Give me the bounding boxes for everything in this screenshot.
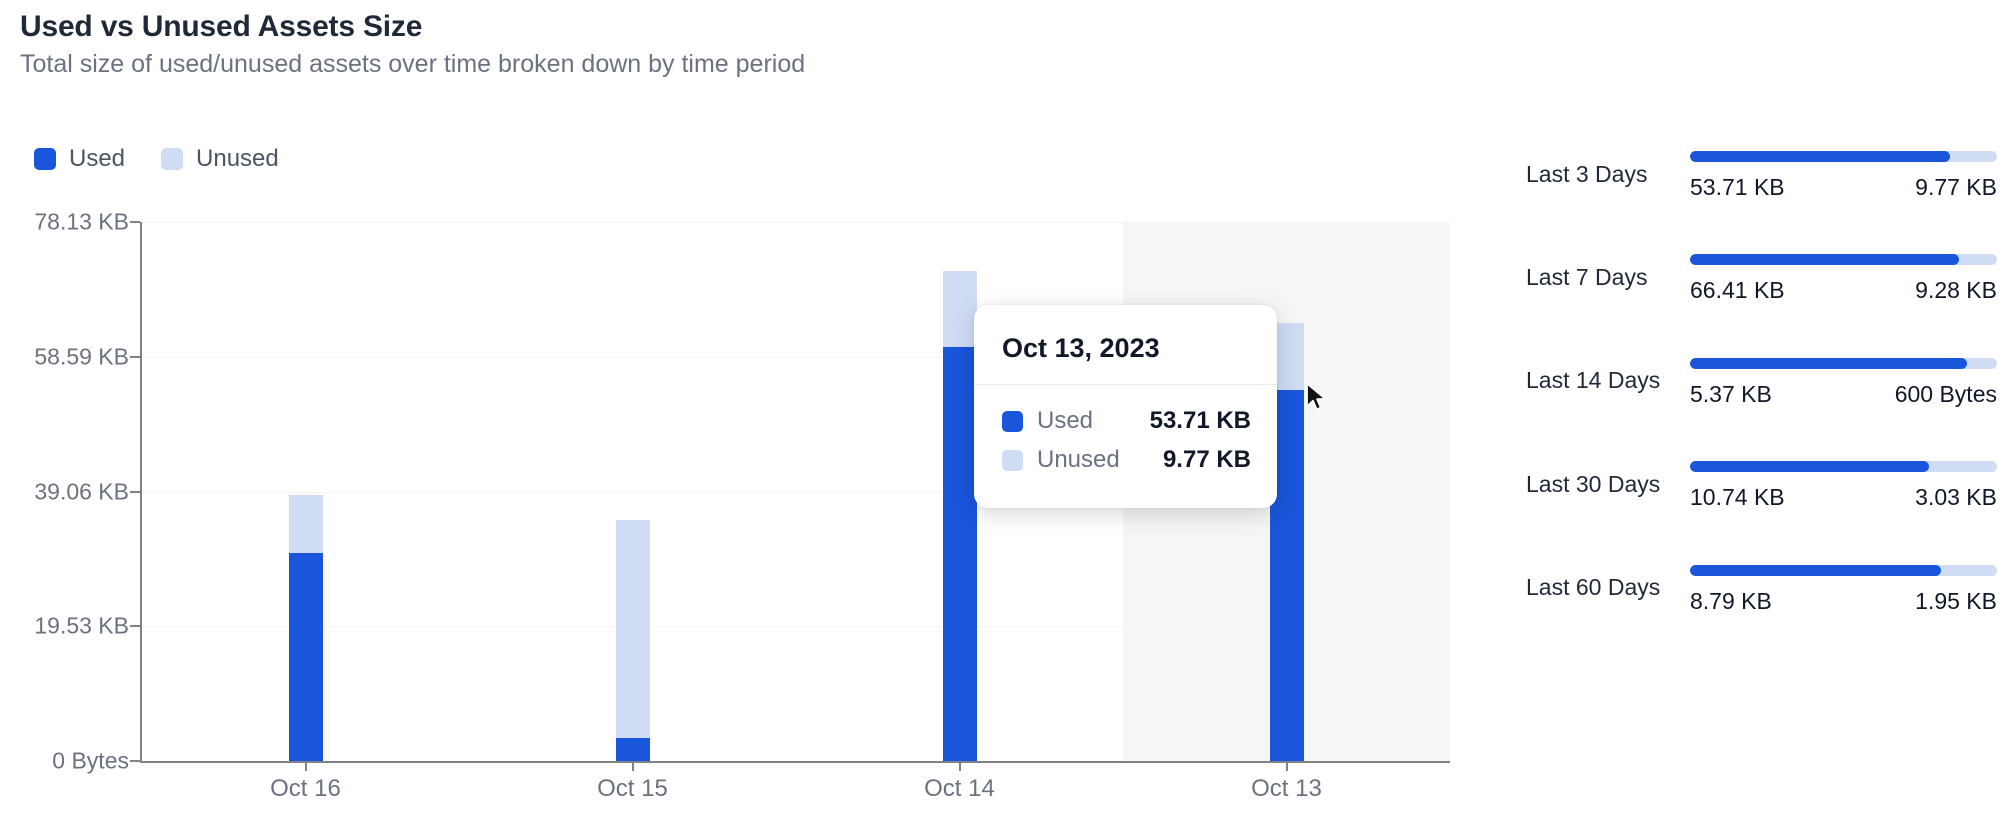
legend-swatch-unused-icon [161,148,184,170]
page-subtitle: Total size of used/unused assets over ti… [20,50,806,78]
x-axis-label: Oct 16 [270,775,341,802]
usage-ratio-bar-fill [1690,151,1950,162]
summary-values-row: 66.41 KB 9.28 KB [1690,277,1997,304]
summary-row-last-60-days: Last 60 Days 8.79 KB 1.95 KB [1526,557,1997,619]
summary-used-value: 10.74 KB [1690,484,1785,511]
legend-label: Used [69,145,126,172]
chart-tooltip: Oct 13, 2023 Used 53.71 KB Unused 9.77 KB [974,305,1277,508]
y-axis-tick [130,355,140,358]
usage-ratio-bar-track [1690,151,1997,162]
summary-period-label: Last 3 Days [1526,160,1648,187]
x-axis-label: Oct 14 [924,775,995,802]
y-axis-tick [130,221,140,223]
gridline [142,356,1450,358]
summary-values-row: 5.37 KB 600 Bytes [1690,381,1997,408]
x-axis-tick [631,761,634,771]
usage-ratio-bar-track [1690,254,1997,266]
usage-ratio-bar-fill [1690,254,1960,266]
usage-ratio-bar-track [1690,357,1997,369]
summary-unused-value: 3.03 KB [1915,484,1997,511]
tooltip-series-label: Used [1037,407,1094,434]
usage-ratio-bar-fill [1690,357,1967,369]
page-title: Used vs Unused Assets Size [20,10,423,43]
summary-unused-value: 600 Bytes [1894,380,1997,407]
usage-ratio-bar-fill [1690,461,1930,473]
summary-bar-block: 66.41 KB 9.28 KB [1690,246,1997,308]
stacked-bar-oct-14[interactable] [942,271,977,761]
tooltip-series-label: Unused [1037,446,1120,473]
summary-period-label: Last 30 Days [1526,470,1661,497]
summary-period-label: Last 7 Days [1526,263,1648,290]
usage-ratio-bar-track [1690,461,1997,473]
tooltip-series-value: 53.71 KB [1149,407,1251,434]
legend-item-used[interactable]: Used [34,145,125,173]
x-axis-label: Oct 15 [597,775,668,802]
bar-segment-unused[interactable] [942,271,977,348]
y-axis-label: 78.13 KB [34,208,129,235]
y-axis-tick [130,490,140,493]
gridline [142,491,1450,493]
summary-period-label: Last 14 Days [1526,367,1661,394]
summary-unused-value: 9.28 KB [1915,277,1997,304]
legend-item-unused[interactable]: Unused [161,145,279,173]
usage-ratio-bar-track [1690,564,1997,576]
tooltip-series-value: 9.77 KB [1162,446,1251,473]
summary-values-row: 10.74 KB 3.03 KB [1690,484,1997,511]
stacked-bar-oct-15[interactable] [615,519,650,761]
bar-segment-unused[interactable] [288,495,323,554]
bar-segment-used[interactable] [288,553,323,761]
summary-used-value: 8.79 KB [1690,587,1772,614]
chart-legend: Used Unused [34,145,279,173]
tooltip-swatch-used-icon [1002,410,1023,432]
summary-row-last-3-days: Last 3 Days 53.71 KB 9.77 KB [1526,143,1997,205]
summary-bar-block: 5.37 KB 600 Bytes [1690,350,1997,412]
bar-segment-used[interactable] [942,347,977,761]
summary-values-row: 53.71 KB 9.77 KB [1690,174,1997,201]
summary-bar-block: 10.74 KB 3.03 KB [1690,453,1997,515]
summary-used-value: 66.41 KB [1690,277,1785,304]
summary-bar-block: 53.71 KB 9.77 KB [1690,143,1997,205]
x-axis-label: Oct 13 [1251,775,1322,802]
summary-row-last-14-days: Last 14 Days 5.37 KB 600 Bytes [1526,350,1997,412]
y-axis-label: 0 Bytes [52,747,129,774]
tooltip-row-used: Used 53.71 KB [1002,407,1251,435]
summary-used-value: 53.71 KB [1690,174,1785,200]
gridline [142,222,1450,223]
x-axis-tick [1285,761,1288,771]
y-axis-label: 19.53 KB [34,612,129,639]
summary-period-label: Last 60 Days [1526,574,1661,601]
summary-used-value: 5.37 KB [1690,380,1772,407]
legend-swatch-used-icon [34,148,56,170]
stacked-bar-oct-16[interactable] [288,495,323,761]
gridline [142,626,1450,628]
bar-segment-unused[interactable] [615,519,650,739]
tooltip-date: Oct 13, 2023 [974,305,1277,385]
x-axis-tick [958,761,961,771]
tooltip-body: Used 53.71 KB Unused 9.77 KB [974,385,1277,474]
summary-row-last-7-days: Last 7 Days 66.41 KB 9.28 KB [1526,246,1997,308]
usage-ratio-bar-fill [1690,564,1942,576]
mouse-cursor-icon [1306,382,1327,411]
summary-values-row: 8.79 KB 1.95 KB [1690,588,1997,615]
y-axis-tick [130,625,140,628]
summary-bar-block: 8.79 KB 1.95 KB [1690,557,1997,619]
legend-label: Unused [196,145,279,172]
tooltip-swatch-unused-icon [1002,449,1023,471]
y-axis-label: 58.59 KB [34,343,129,370]
summary-unused-value: 9.77 KB [1915,174,1997,200]
y-axis-tick [130,760,140,762]
summary-unused-value: 1.95 KB [1915,587,1997,614]
bar-segment-used[interactable] [615,738,650,761]
y-axis-label: 39.06 KB [34,478,129,504]
summary-row-last-30-days: Last 30 Days 10.74 KB 3.03 KB [1526,453,1997,515]
x-axis-tick [304,761,307,771]
tooltip-row-unused: Unused 9.77 KB [1002,446,1251,474]
